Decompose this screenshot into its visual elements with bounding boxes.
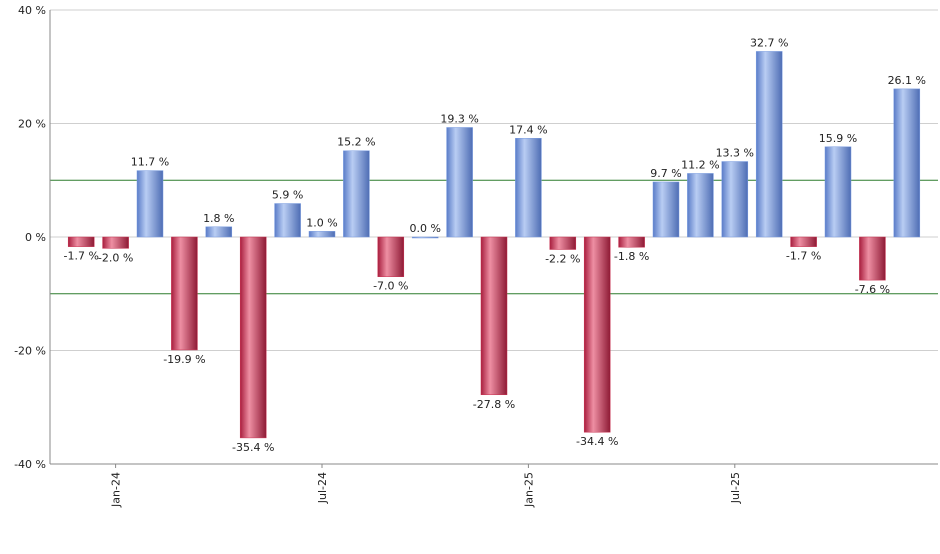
value-label: -27.8 % bbox=[473, 398, 515, 411]
y-tick-label: -20 % bbox=[14, 345, 46, 358]
value-label: -35.4 % bbox=[232, 441, 274, 454]
value-label: 1.8 % bbox=[203, 212, 234, 225]
bar bbox=[721, 161, 749, 238]
bar bbox=[618, 236, 645, 248]
bar bbox=[583, 236, 611, 433]
x-tick-label: Jan-25 bbox=[522, 472, 535, 508]
value-label: 19.3 % bbox=[440, 112, 478, 125]
value-label: -1.8 % bbox=[614, 250, 649, 263]
value-label: 1.0 % bbox=[306, 216, 337, 229]
y-tick-label: 40 % bbox=[18, 4, 46, 17]
bar bbox=[790, 236, 817, 247]
value-label: 5.9 % bbox=[272, 189, 303, 202]
value-label: 0.0 % bbox=[409, 222, 440, 235]
bar bbox=[205, 226, 233, 238]
bar bbox=[274, 203, 301, 238]
bar bbox=[239, 236, 267, 439]
value-label: -2.0 % bbox=[98, 251, 133, 264]
value-label: -1.7 % bbox=[786, 250, 821, 263]
value-label: -7.6 % bbox=[855, 283, 890, 296]
bar bbox=[824, 146, 852, 238]
bar bbox=[308, 231, 336, 238]
bar bbox=[411, 236, 439, 239]
value-label: 26.1 % bbox=[888, 74, 926, 87]
value-label: -7.0 % bbox=[373, 280, 408, 293]
bar bbox=[687, 173, 714, 238]
x-tick-label: Jan-24 bbox=[110, 472, 123, 508]
bar bbox=[343, 150, 370, 238]
y-tick-label: -40 % bbox=[14, 458, 46, 471]
bar bbox=[859, 236, 886, 281]
bar bbox=[377, 236, 405, 277]
y-tick-label: 20 % bbox=[18, 118, 46, 131]
bar bbox=[652, 181, 680, 238]
bar bbox=[171, 236, 198, 351]
value-label: 17.4 % bbox=[509, 123, 547, 136]
bar bbox=[102, 236, 129, 249]
bar bbox=[446, 127, 473, 238]
value-label: 13.3 % bbox=[716, 147, 754, 160]
bar bbox=[67, 236, 95, 247]
bar bbox=[893, 88, 921, 238]
value-label: 15.9 % bbox=[819, 132, 857, 145]
bar bbox=[755, 51, 783, 238]
bar bbox=[480, 236, 508, 396]
bar bbox=[515, 138, 542, 238]
y-tick-label: 0 % bbox=[25, 231, 46, 244]
value-label: -2.2 % bbox=[545, 252, 580, 265]
value-label: -1.7 % bbox=[63, 250, 98, 263]
x-tick-label: Jul-25 bbox=[729, 472, 742, 504]
value-label: 15.2 % bbox=[337, 136, 375, 149]
bar bbox=[549, 236, 577, 250]
value-label: -19.9 % bbox=[163, 353, 205, 366]
value-label: 11.7 % bbox=[131, 156, 169, 169]
value-label: 11.2 % bbox=[681, 158, 719, 171]
value-label: -34.4 % bbox=[576, 435, 618, 448]
x-tick-label: Jul-24 bbox=[316, 472, 329, 504]
value-label: 32.7 % bbox=[750, 36, 788, 49]
value-label: 9.7 % bbox=[650, 167, 681, 180]
bar bbox=[136, 170, 164, 238]
